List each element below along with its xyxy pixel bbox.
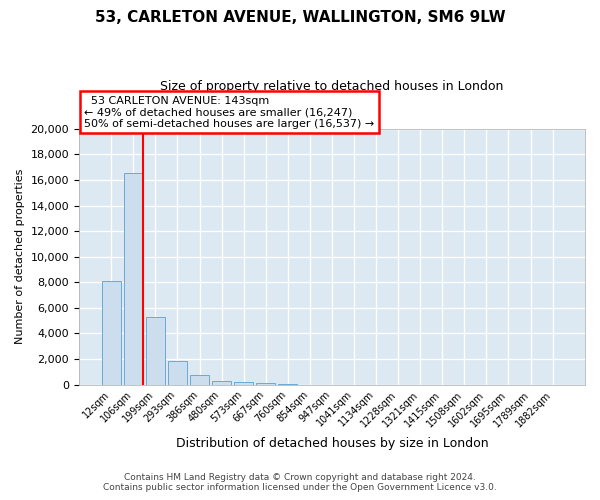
X-axis label: Distribution of detached houses by size in London: Distribution of detached houses by size … [176, 437, 488, 450]
Bar [212, 380, 231, 384]
Y-axis label: Number of detached properties: Number of detached properties [15, 169, 25, 344]
Bar [190, 374, 209, 384]
Title: Size of property relative to detached houses in London: Size of property relative to detached ho… [160, 80, 503, 93]
Bar [256, 383, 275, 384]
Bar [146, 318, 165, 384]
Text: Contains HM Land Registry data © Crown copyright and database right 2024.
Contai: Contains HM Land Registry data © Crown c… [103, 473, 497, 492]
Text: 53 CARLETON AVENUE: 143sqm  
← 49% of detached houses are smaller (16,247)
50% o: 53 CARLETON AVENUE: 143sqm ← 49% of deta… [84, 96, 374, 129]
Bar [124, 173, 143, 384]
Bar [102, 281, 121, 384]
Text: 53, CARLETON AVENUE, WALLINGTON, SM6 9LW: 53, CARLETON AVENUE, WALLINGTON, SM6 9LW [95, 10, 505, 25]
Bar [235, 382, 253, 384]
Bar [168, 362, 187, 384]
